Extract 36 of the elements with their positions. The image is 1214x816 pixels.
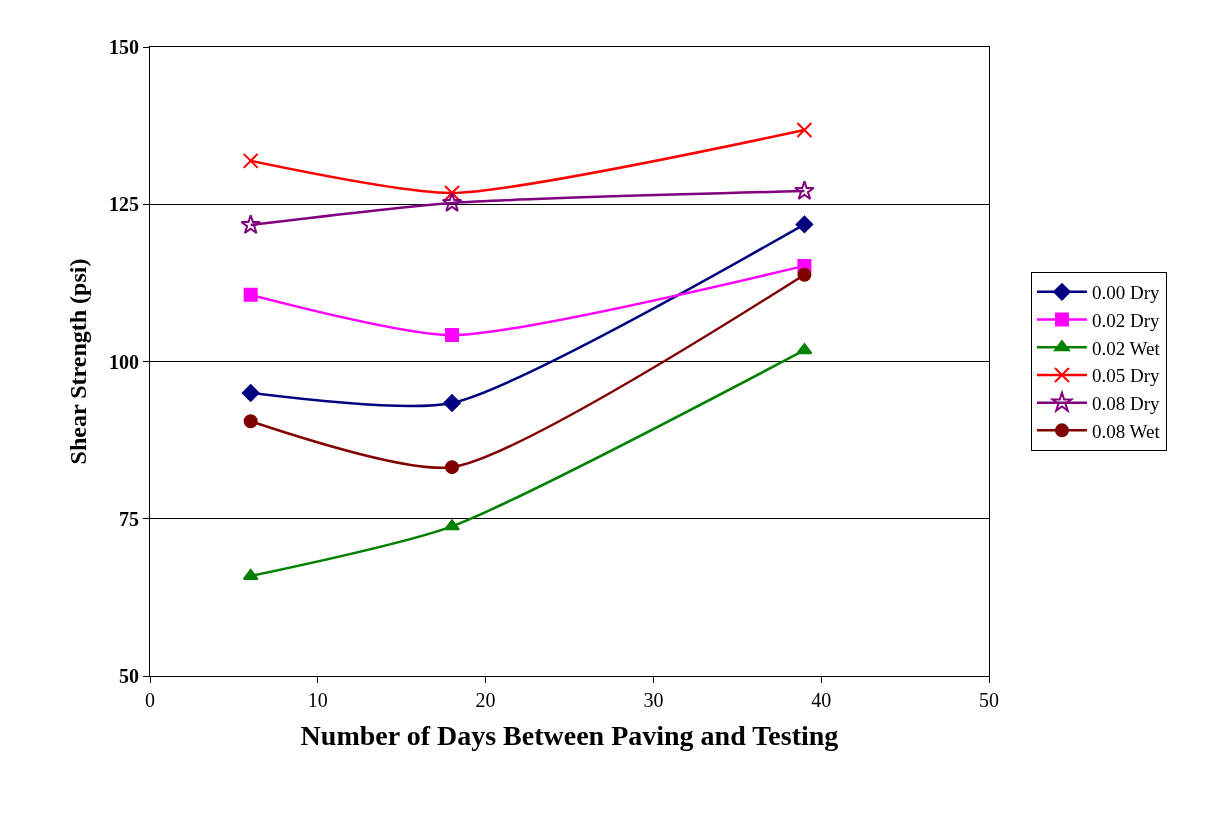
point — [441, 192, 463, 212]
point — [444, 519, 460, 531]
point — [241, 384, 260, 402]
point — [243, 287, 258, 302]
point — [445, 328, 460, 343]
point — [240, 214, 261, 234]
legend-label: 0.02 Wet — [1091, 337, 1161, 359]
legend-label: 0.02 Dry — [1091, 309, 1160, 331]
legend-label: 0.08 Dry — [1091, 393, 1160, 415]
x-tick-label: 50 — [979, 689, 999, 711]
y-tick-label: 150 — [109, 36, 139, 58]
x-axis-title: Number of Days Between Paving and Testing — [300, 720, 839, 752]
point — [242, 152, 259, 169]
point — [445, 460, 460, 475]
legend-label: 0.05 Dry — [1091, 365, 1160, 387]
legend-label: 0.00 Dry — [1091, 282, 1160, 304]
x-tick-label: 0 — [145, 689, 155, 711]
point — [242, 568, 259, 580]
y-axis-title: Shear Strength (psi) — [65, 258, 92, 465]
point — [443, 394, 461, 412]
y-tick-label: 75 — [119, 507, 139, 530]
point — [444, 184, 461, 201]
x-tick-label: 20 — [475, 689, 496, 711]
point — [796, 122, 813, 139]
y-tick-label: 125 — [109, 193, 139, 216]
point — [794, 180, 815, 200]
x-tick-label: 40 — [811, 689, 832, 711]
point — [795, 215, 814, 234]
x-tick-label: 30 — [643, 689, 664, 711]
point — [796, 343, 813, 355]
point — [243, 414, 258, 429]
x-tick-label: 10 — [307, 689, 328, 711]
y-tick-label: 50 — [119, 665, 139, 687]
y-tick-label: 100 — [109, 350, 139, 373]
point — [797, 267, 812, 282]
legend-label: 0.08 Wet — [1091, 420, 1161, 442]
